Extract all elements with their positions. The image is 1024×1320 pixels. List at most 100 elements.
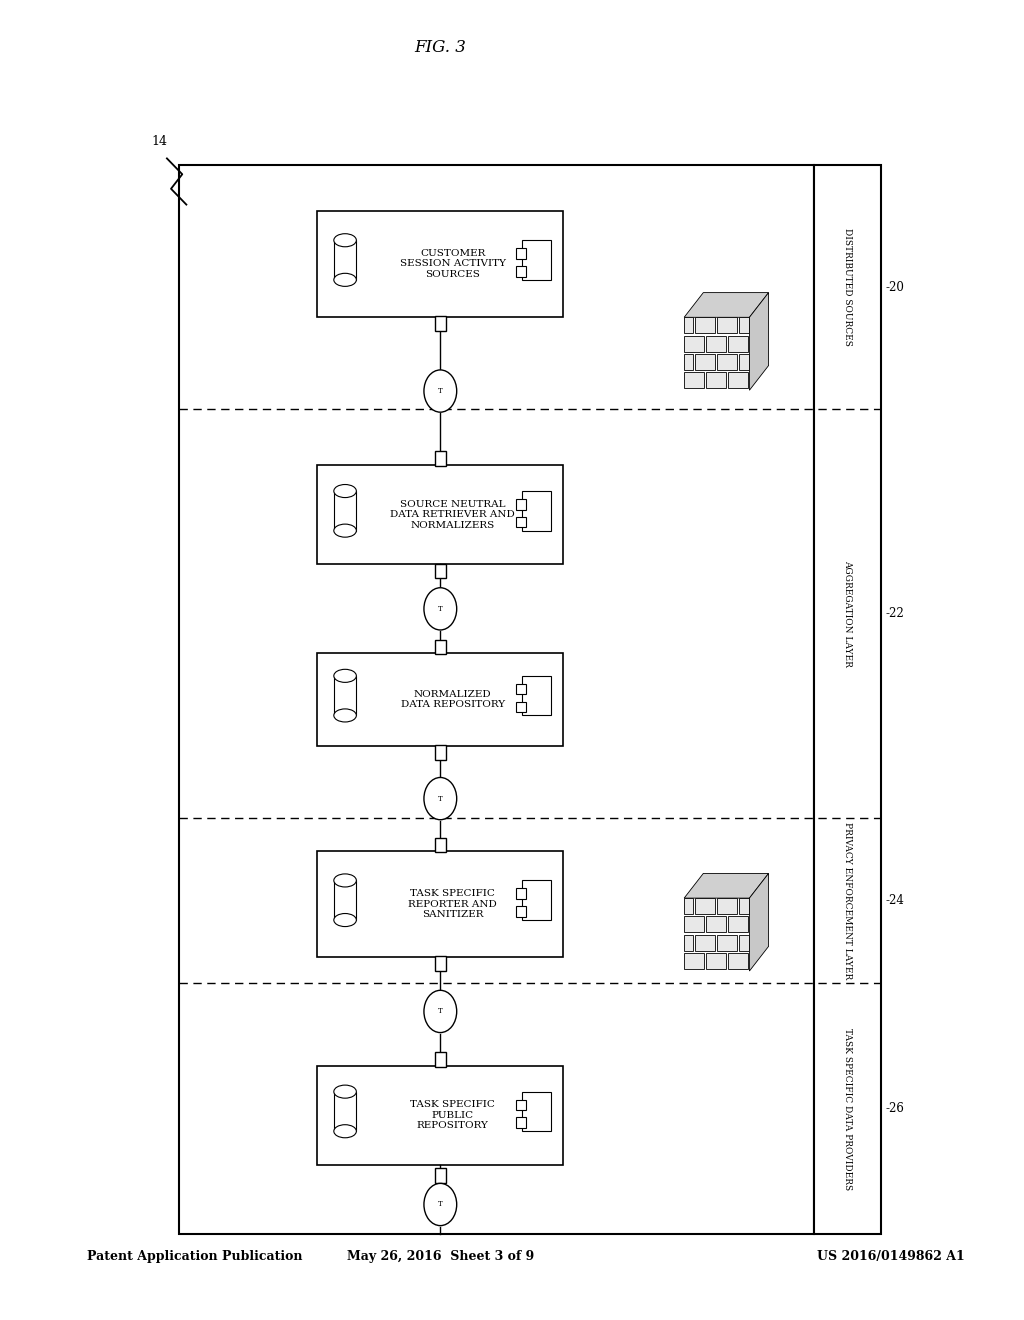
- Polygon shape: [684, 874, 769, 898]
- Bar: [434, 639, 446, 653]
- Bar: [684, 317, 693, 334]
- Bar: [334, 676, 356, 715]
- Text: FIG. 3: FIG. 3: [415, 40, 466, 55]
- Ellipse shape: [334, 913, 356, 927]
- Circle shape: [424, 587, 457, 630]
- Bar: [684, 953, 705, 969]
- Bar: [684, 372, 705, 388]
- Polygon shape: [750, 293, 769, 391]
- Ellipse shape: [334, 273, 356, 286]
- Polygon shape: [750, 874, 769, 972]
- Bar: [434, 838, 446, 853]
- Polygon shape: [684, 293, 769, 317]
- Bar: [434, 317, 446, 331]
- Circle shape: [424, 990, 457, 1032]
- Bar: [522, 676, 551, 715]
- Bar: [738, 354, 750, 370]
- Bar: [334, 491, 356, 531]
- Bar: [695, 898, 715, 915]
- Bar: [728, 372, 748, 388]
- Circle shape: [424, 370, 457, 412]
- Text: T: T: [438, 387, 442, 395]
- Text: AGGREGATION LAYER: AGGREGATION LAYER: [843, 561, 852, 667]
- Bar: [434, 451, 446, 466]
- Bar: [317, 466, 563, 565]
- Bar: [434, 744, 446, 760]
- Bar: [684, 354, 693, 370]
- Ellipse shape: [334, 709, 356, 722]
- Ellipse shape: [334, 234, 356, 247]
- Bar: [516, 516, 526, 528]
- Bar: [717, 935, 737, 950]
- Bar: [738, 935, 750, 950]
- Bar: [516, 1117, 526, 1127]
- Bar: [684, 935, 693, 950]
- Text: T: T: [438, 1200, 442, 1209]
- Text: CUSTOMER
SESSION ACTIVITY
SOURCES: CUSTOMER SESSION ACTIVITY SOURCES: [399, 249, 506, 279]
- Bar: [522, 491, 551, 531]
- Text: -20: -20: [886, 281, 904, 293]
- Bar: [728, 335, 748, 351]
- Bar: [516, 499, 526, 510]
- Text: TASK SPECIFIC
REPORTER AND
SANITIZER: TASK SPECIFIC REPORTER AND SANITIZER: [409, 890, 497, 919]
- Text: 14: 14: [152, 135, 168, 148]
- Bar: [334, 240, 356, 280]
- Ellipse shape: [334, 524, 356, 537]
- Text: TASK SPECIFIC DATA PROVIDERS: TASK SPECIFIC DATA PROVIDERS: [843, 1028, 852, 1189]
- Ellipse shape: [334, 669, 356, 682]
- Text: DISTRIBUTED SOURCES: DISTRIBUTED SOURCES: [843, 228, 852, 346]
- Bar: [717, 354, 737, 370]
- Ellipse shape: [334, 1125, 356, 1138]
- Bar: [706, 372, 726, 388]
- Bar: [706, 335, 726, 351]
- Text: May 26, 2016  Sheet 3 of 9: May 26, 2016 Sheet 3 of 9: [347, 1250, 534, 1263]
- Bar: [684, 898, 693, 915]
- Text: -26: -26: [886, 1102, 904, 1115]
- Text: NORMALIZED
DATA REPOSITORY: NORMALIZED DATA REPOSITORY: [400, 690, 505, 709]
- Bar: [334, 880, 356, 920]
- Bar: [317, 653, 563, 746]
- Bar: [317, 851, 563, 957]
- Text: -24: -24: [886, 895, 904, 907]
- Bar: [717, 317, 737, 334]
- Text: TASK SPECIFIC
PUBLIC
REPOSITORY: TASK SPECIFIC PUBLIC REPOSITORY: [411, 1101, 495, 1130]
- Bar: [738, 898, 750, 915]
- Bar: [522, 1092, 551, 1131]
- Bar: [695, 317, 715, 334]
- Bar: [516, 888, 526, 899]
- Bar: [522, 240, 551, 280]
- Bar: [728, 953, 748, 969]
- Bar: [516, 1100, 526, 1110]
- Bar: [334, 1092, 356, 1131]
- Bar: [434, 1052, 446, 1067]
- Bar: [516, 267, 526, 277]
- Ellipse shape: [334, 1085, 356, 1098]
- Text: T: T: [438, 1007, 442, 1015]
- Bar: [522, 880, 551, 920]
- Text: SOURCE NEUTRAL
DATA RETRIEVER AND
NORMALIZERS: SOURCE NEUTRAL DATA RETRIEVER AND NORMAL…: [390, 500, 515, 529]
- Ellipse shape: [334, 874, 356, 887]
- Text: T: T: [438, 605, 442, 612]
- Bar: [706, 953, 726, 969]
- Bar: [814, 165, 881, 1234]
- Bar: [738, 317, 750, 334]
- Bar: [717, 898, 737, 915]
- Bar: [695, 935, 715, 950]
- Bar: [728, 916, 748, 932]
- Text: Patent Application Publication: Patent Application Publication: [87, 1250, 302, 1263]
- Bar: [516, 906, 526, 916]
- Bar: [706, 916, 726, 932]
- Ellipse shape: [334, 484, 356, 498]
- Bar: [434, 1168, 446, 1183]
- Bar: [179, 165, 814, 1234]
- Bar: [317, 211, 563, 317]
- Bar: [317, 1067, 563, 1166]
- Circle shape: [424, 1183, 457, 1225]
- Bar: [516, 684, 526, 694]
- Text: -22: -22: [886, 607, 904, 620]
- Bar: [516, 248, 526, 259]
- Bar: [684, 916, 705, 932]
- Bar: [695, 354, 715, 370]
- Circle shape: [424, 777, 457, 820]
- Text: T: T: [438, 795, 442, 803]
